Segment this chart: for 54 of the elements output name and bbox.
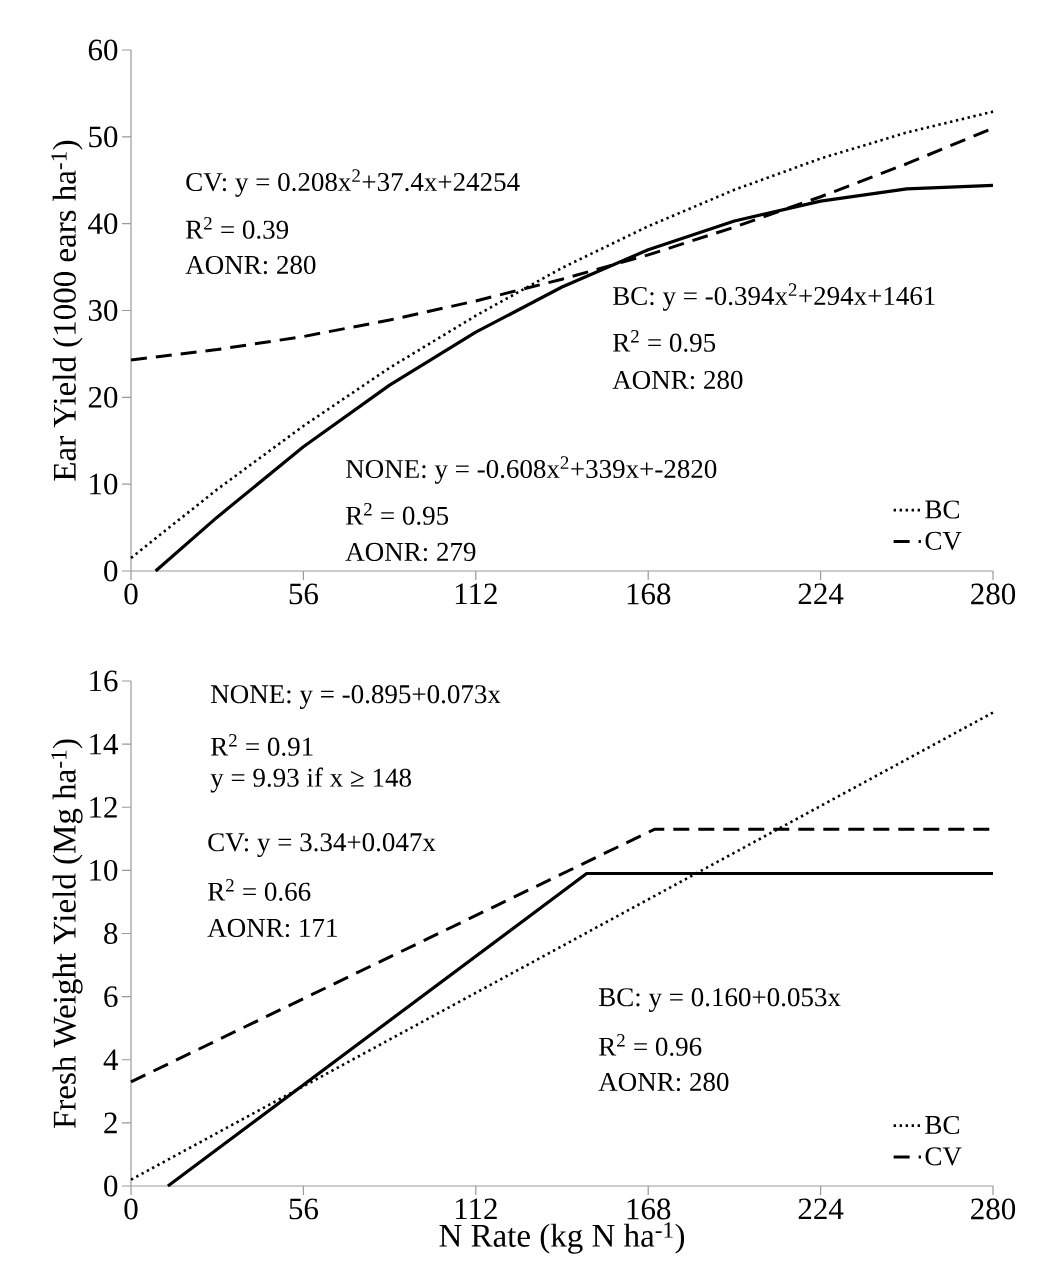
x-tick-label: 112 <box>455 583 497 605</box>
y-axis-title: Ear Yield (1000 ears ha$^{-1}$) <box>51 140 83 481</box>
x-tick-label: 224 <box>798 583 844 605</box>
annotation: NONE: y = -0.608x$^{2}$+339x+-2820 <box>345 456 717 484</box>
y-tick-label: 16 <box>90 670 118 692</box>
y-tick-label: 8 <box>104 923 118 944</box>
y-tick-label: 2 <box>104 1112 117 1134</box>
annotation: R$^{2}$ = 0.39 <box>185 217 289 239</box>
annotation: R$^{2}$ = 0.96 <box>598 1034 702 1056</box>
y-tick-label: 6 <box>104 986 118 1008</box>
y-tick-label: 4 <box>103 1049 118 1070</box>
legend-label: BC <box>925 1115 959 1135</box>
y-tick-label: 10 <box>90 859 118 881</box>
annotation: AONR: 171 <box>207 918 337 938</box>
x-tick-label: 280 <box>971 583 1016 605</box>
y-tick-label: 20 <box>88 386 118 408</box>
annotation: CV: y = 3.34+0.047x <box>208 833 436 857</box>
x-axis-title: N Rate (kg N ha$^{-1}$) <box>439 1222 685 1254</box>
y-tick-label: 12 <box>90 796 117 818</box>
x-tick-label: 168 <box>627 1198 671 1220</box>
annotation: BC: y = -0.394x$^{2}$+294x+1461 <box>612 283 935 311</box>
y-tick-label: 10 <box>90 473 118 495</box>
x-tick-label: 56 <box>289 1198 318 1220</box>
x-tick-label: 112 <box>455 1198 497 1220</box>
y-tick-label: 14 <box>90 733 118 755</box>
x-tick-label: 280 <box>971 1198 1016 1220</box>
x-tick-label: 224 <box>798 1198 844 1220</box>
x-tick-label: 168 <box>627 583 671 605</box>
legend-label: CV <box>925 1147 962 1166</box>
annotation: R$^{2}$ = 0.95 <box>612 330 716 352</box>
annotation: NONE: y = -0.895+0.073x <box>210 685 501 709</box>
y-tick-label: 60 <box>88 39 118 61</box>
y-tick-label: 40 <box>88 213 118 235</box>
annotation: AONR: 280 <box>612 370 743 390</box>
line-series <box>129 110 995 560</box>
annotation: y = 9.93 if x ≥ 148 <box>210 767 411 793</box>
annotation: CV: y = 0.208x$^{2}$+37.4x+24254 <box>186 169 520 197</box>
legend-label: CV <box>925 531 962 551</box>
annotation: AONR: 280 <box>185 255 316 275</box>
annotation: R$^{2}$ = 0.95 <box>345 503 449 525</box>
annotation: BC: y = 0.160+0.053x <box>598 988 841 1012</box>
y-tick-label: 0 <box>104 560 118 582</box>
legend-label: BC <box>925 500 959 519</box>
x-tick-label: 0 <box>124 583 138 605</box>
y-axis-title: Fresh Weight Yield (Mg ha$^{-1}$) <box>51 739 83 1129</box>
annotation: R$^{2}$ = 0.66 <box>207 879 311 901</box>
annotation: R$^{2}$ = 0.91 <box>210 734 313 756</box>
y-tick-label: 30 <box>88 300 118 321</box>
x-tick-label: 0 <box>124 1198 138 1220</box>
y-tick-label: 50 <box>89 126 118 148</box>
y-tick-label: 0 <box>104 1175 118 1197</box>
annotation: AONR: 280 <box>598 1072 729 1092</box>
annotation: AONR: 279 <box>345 542 476 562</box>
x-tick-label: 56 <box>289 583 318 605</box>
